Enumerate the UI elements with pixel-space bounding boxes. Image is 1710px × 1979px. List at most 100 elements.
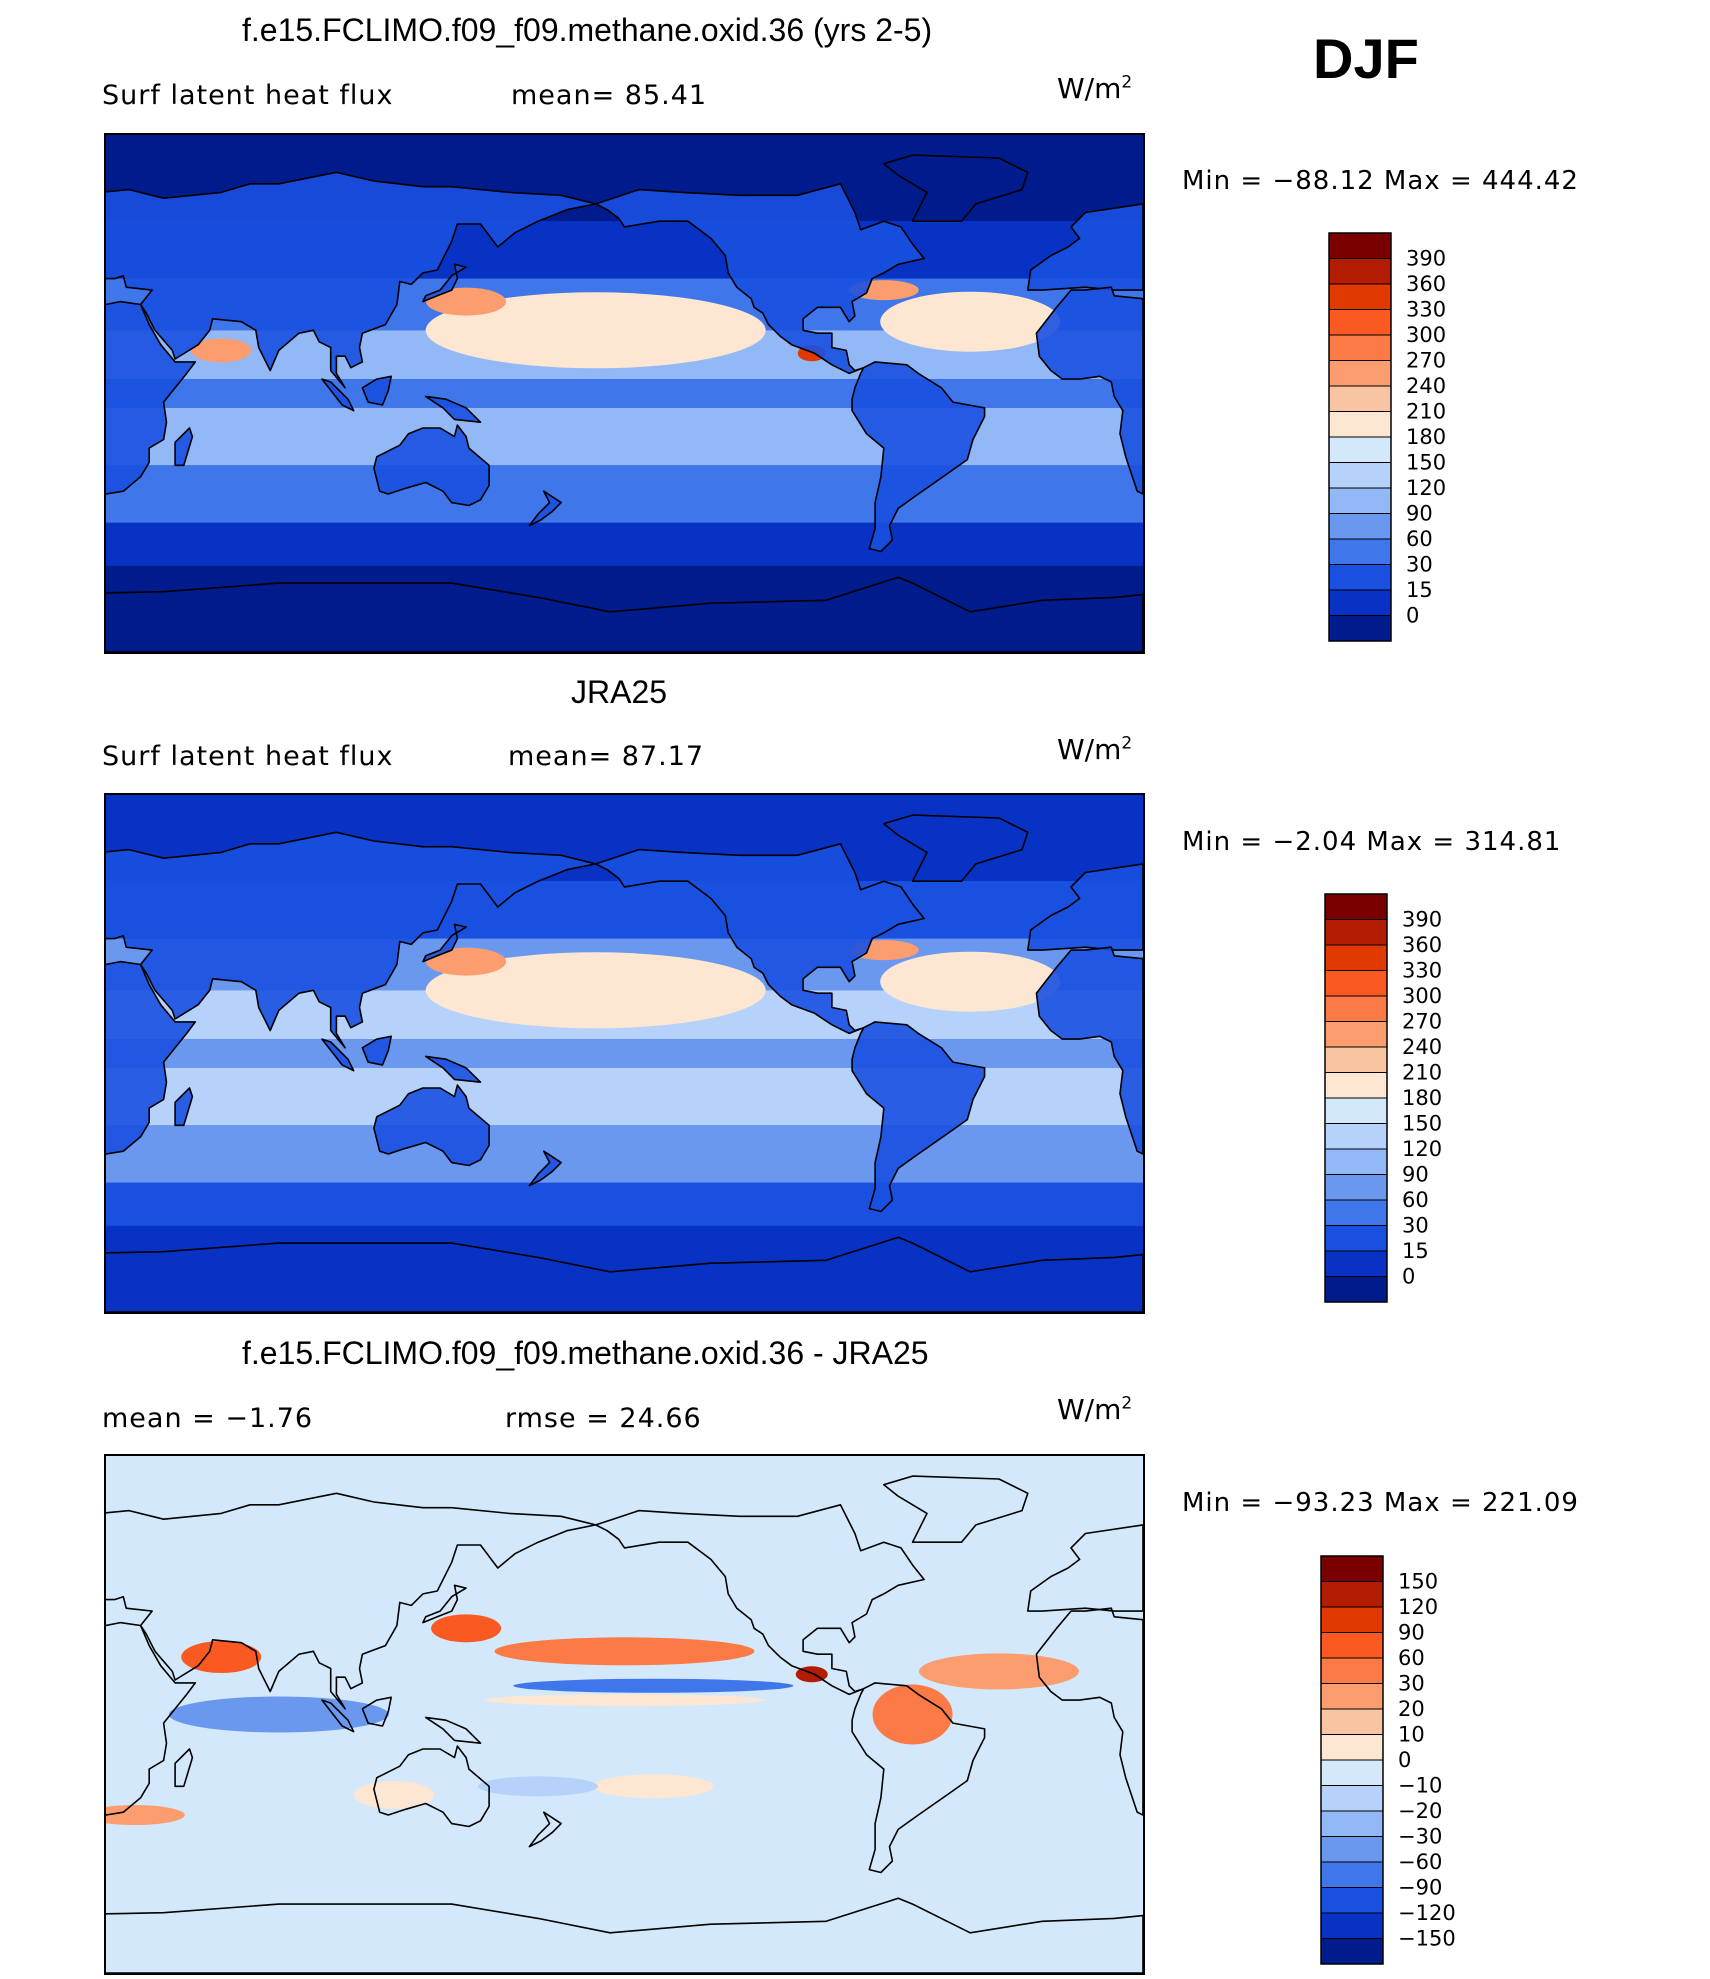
colorbar-frame	[1328, 232, 1392, 642]
coastlines	[106, 154, 1143, 652]
colorbar-tick-label: 20	[1398, 1697, 1425, 1721]
colorbar-swatch	[1320, 1836, 1384, 1863]
north-pacific-positive	[494, 1637, 755, 1666]
colorbar-tick-label: −30	[1398, 1825, 1442, 1849]
colorbar-tick-label: 30	[1406, 553, 1433, 577]
south-pacific-band	[557, 414, 778, 459]
indian-ocean-band	[232, 1076, 413, 1117]
arabian-sea-maximum	[191, 338, 252, 363]
colorbar-swatch	[1320, 1683, 1384, 1710]
landmass-nz	[528, 1811, 562, 1848]
colorbar-tick-label: 180	[1402, 1086, 1442, 1110]
colorbar-tick-label: 0	[1406, 604, 1419, 628]
kuroshio-maximum	[426, 287, 507, 316]
colorbar-tick-label: 270	[1406, 349, 1446, 373]
landmass-africa	[106, 960, 197, 1155]
panel-3-units: W/m2	[1057, 1393, 1133, 1426]
colorbar-swatch	[1328, 462, 1392, 489]
landmass-nz	[528, 1150, 562, 1187]
landmass-australia	[373, 424, 490, 507]
landmass-sumatra	[321, 1038, 355, 1072]
landmass-eurasia	[106, 1492, 597, 1710]
landmass-africa	[106, 1621, 197, 1816]
panel-1-variable: Surf latent heat flux	[102, 80, 394, 111]
subtropical-pacific-maximum	[425, 952, 766, 1029]
landmass-greenland	[882, 1475, 1029, 1543]
lat-band	[106, 1125, 1143, 1183]
coastlines	[106, 814, 1143, 1312]
colorbar-tick-label: −60	[1398, 1850, 1442, 1874]
landmass-eurasia_wrap	[1026, 1524, 1143, 1612]
subtropical-atlantic-maximum	[880, 291, 1061, 352]
landmass-sumatra	[321, 1699, 355, 1733]
colorbar-tick-label: −20	[1398, 1799, 1442, 1823]
colorbar-tick-label: 300	[1406, 323, 1446, 347]
landmass-africa_wrap	[1035, 286, 1143, 495]
lat-band	[106, 1039, 1143, 1068]
landmass-madagascar	[174, 1087, 194, 1127]
field-layer	[106, 1614, 1079, 1826]
panel-3-title: f.e15.FCLIMO.f09_f09.methane.oxid.36 - J…	[242, 1335, 929, 1371]
coastlines	[106, 1475, 1143, 1973]
south-america-positive	[872, 1684, 953, 1745]
colorbar-tick-label: 390	[1402, 908, 1442, 932]
colorbar-swatch	[1328, 411, 1392, 438]
colorbar-tick-label: 300	[1402, 984, 1442, 1008]
colorbar-tick-label: 210	[1406, 400, 1446, 424]
colorbar-tick-label: 360	[1406, 272, 1446, 296]
colorbar-swatch	[1324, 1199, 1388, 1226]
colorbar-tick-label: 60	[1402, 1188, 1429, 1212]
landmass-antarctica	[106, 576, 1143, 652]
colorbar-swatch	[1324, 1225, 1388, 1252]
itcz-positive	[484, 1694, 765, 1707]
colorbar-tick-label: 90	[1402, 1163, 1429, 1187]
colorbar-tick-label: 10	[1398, 1723, 1425, 1747]
colorbar-swatch	[1324, 1276, 1388, 1303]
colorbar-swatch	[1324, 1097, 1388, 1124]
landmass-antarctica	[106, 1236, 1143, 1312]
landmass-eurasia_wrap	[1026, 863, 1143, 951]
landmass-japan	[422, 1584, 467, 1624]
colorbar-swatch	[1328, 360, 1392, 387]
colorbar-swatch	[1328, 436, 1392, 463]
colorbar-swatch	[1324, 970, 1388, 997]
colorbar-frame	[1320, 1555, 1384, 1965]
colorbar-swatch	[1324, 919, 1388, 946]
colorbar-swatch	[1324, 1148, 1388, 1175]
panel-2-variable: Surf latent heat flux	[102, 741, 394, 772]
colorbar-swatch	[1320, 1938, 1384, 1965]
landmass-samerica	[851, 1021, 986, 1213]
colorbar-tick-label: 90	[1406, 502, 1433, 526]
colorbar-swatch	[1324, 893, 1388, 920]
colorbar-swatch	[1324, 1072, 1388, 1099]
colorbar-tick-label: 0	[1398, 1748, 1411, 1772]
arabian-positive	[181, 1641, 262, 1674]
landmass-greenland	[882, 814, 1029, 882]
colorbar-tick-label: 150	[1402, 1112, 1442, 1136]
colorbar-tick-label: −10	[1398, 1774, 1442, 1798]
colorbar-swatch	[1320, 1555, 1384, 1582]
colorbar-swatch	[1328, 487, 1392, 514]
landmass-japan	[422, 263, 467, 303]
landmass-borneo	[361, 375, 393, 406]
landmass-samerica	[851, 361, 986, 553]
season-label: DJF	[1313, 27, 1419, 90]
colorbar-swatch	[1328, 258, 1392, 285]
colorbar-swatch	[1320, 1810, 1384, 1837]
colorbar-swatch	[1328, 232, 1392, 259]
colorbar-swatch	[1324, 1174, 1388, 1201]
itcz-negative	[513, 1678, 794, 1693]
colorbar-swatch	[1320, 1657, 1384, 1684]
south-pacific-positive	[593, 1774, 714, 1799]
landmass-africa_wrap	[1035, 1607, 1143, 1816]
colorbar-swatch	[1324, 944, 1388, 971]
panel-3-mean: mean = −1.76	[102, 1403, 314, 1434]
panel-3-rmse: rmse = 24.66	[505, 1403, 702, 1434]
colorbar-tick-label: 390	[1406, 247, 1446, 271]
colorbar-swatch	[1324, 1123, 1388, 1150]
panel-3-minmax: Min = −93.23 Max = 221.09	[1182, 1488, 1579, 1518]
colorbar-swatch	[1328, 385, 1392, 412]
